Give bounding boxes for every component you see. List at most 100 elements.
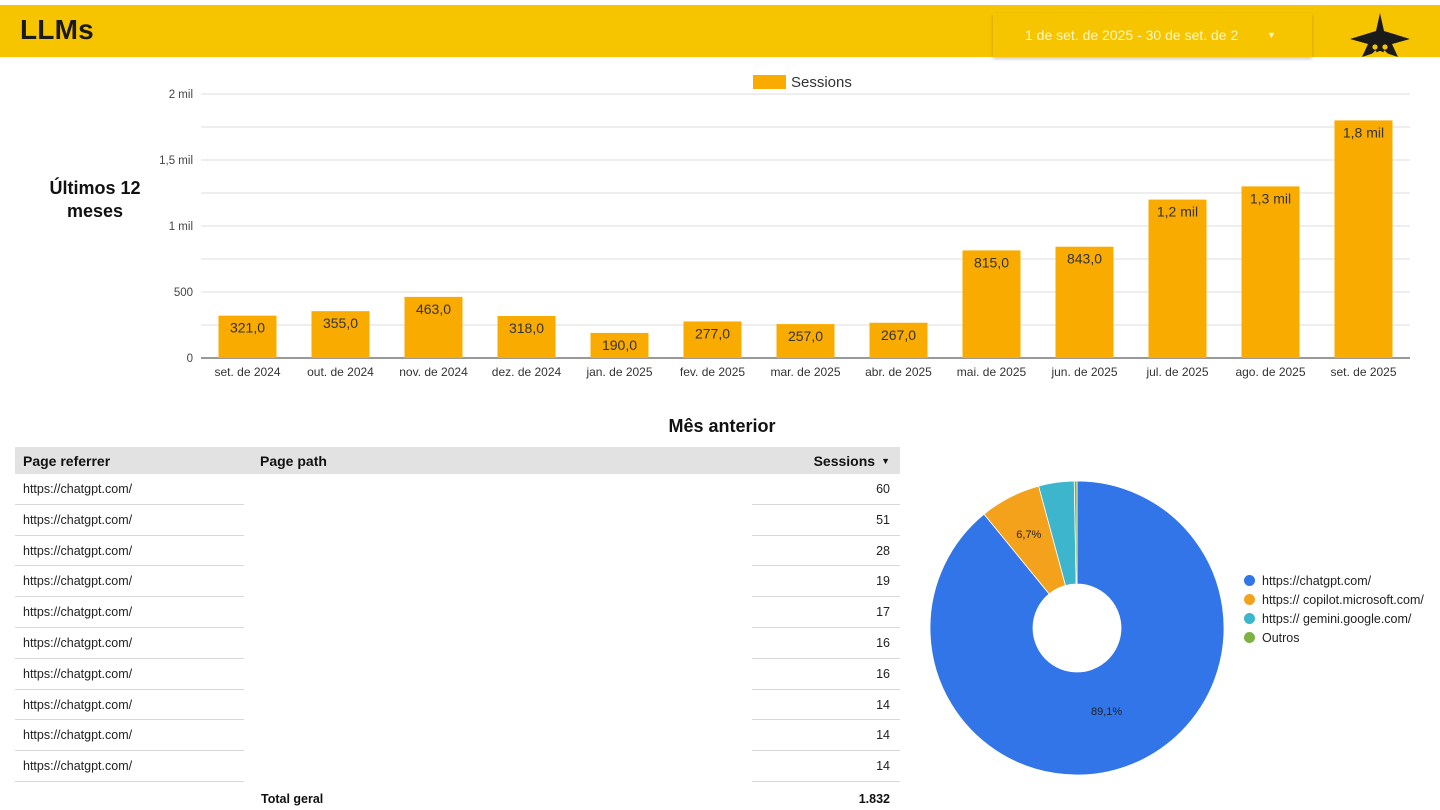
referrer-cell: https://chatgpt.com/ [23,666,133,681]
referrer-cell: https://chatgpt.com/ [23,482,133,496]
row-divider [752,750,900,752]
sessions-cell: 14 [876,728,890,743]
referrer-cell: https://chatgpt.com/ [23,759,133,774]
column-header-sessions-label: Sessions [813,453,876,469]
table-row[interactable]: https://chatgpt.com/19 [15,566,900,598]
legend-swatch [753,75,786,89]
legend-label: https:// gemini.google.com/ [1262,612,1412,626]
bar-data-label: 843,0 [1067,251,1102,267]
row-divider [752,719,900,721]
referrer-cell: https://chatgpt.com/ [23,543,133,558]
bar-data-label: 1,2 mil [1157,204,1198,220]
total-label: Total geral [261,791,324,806]
pie-slice-label: 6,7% [1016,529,1041,541]
x-tick-label: jul. de 2025 [1145,365,1208,379]
column-header-sessions[interactable]: Sessions ▼ [814,453,890,469]
row-divider [752,565,900,567]
bar-data-label: 321,0 [230,320,265,336]
table-row[interactable]: https://chatgpt.com/17 [15,597,900,628]
sessions-cell: 16 [876,666,890,681]
star-creature-logo-icon [1350,13,1410,57]
pie-slice[interactable] [929,480,1225,776]
pie-slice[interactable] [1073,480,1078,585]
table-row[interactable]: https://chatgpt.com/14 [15,690,900,721]
bar[interactable] [311,311,370,358]
bar[interactable] [404,296,463,358]
bar[interactable] [1148,199,1207,358]
legend-swatch-icon [1244,632,1255,643]
table-row[interactable]: https://chatgpt.com/16 [15,628,900,659]
legend-item[interactable]: Outros [1244,630,1434,646]
row-divider [752,503,900,505]
bar-data-label: 318,0 [509,320,544,336]
legend-label: https:// copilot.microsoft.com/ [1262,593,1424,607]
y-tick-label: 1,5 mil [159,155,193,167]
bar[interactable] [1334,120,1393,359]
row-divider [15,626,244,628]
bar[interactable] [962,250,1021,358]
referrer-cell: https://chatgpt.com/ [23,728,133,743]
bar[interactable] [869,322,928,358]
referrer-cell: https://chatgpt.com/ [23,635,133,650]
date-range-picker[interactable]: 1 de set. de 2025 - 30 de set. de 2 ▼ [993,13,1312,57]
row-divider [752,626,900,628]
legend-label: https://chatgpt.com/ [1262,574,1372,588]
date-range-label: 1 de set. de 2025 - 30 de set. de 2 [1025,27,1239,43]
row-divider [15,657,244,659]
x-tick-label: jan. de 2025 [585,365,652,379]
legend-item[interactable]: https:// copilot.microsoft.com/ [1244,592,1434,608]
referrer-cell: https://chatgpt.com/ [23,512,133,527]
bar[interactable] [683,321,742,358]
y-tick-label: 2 mil [169,89,193,101]
sessions-cell: 14 [876,697,890,712]
row-divider [752,657,900,659]
bar-data-label: 257,0 [788,328,823,344]
total-value: 1.832 [858,791,890,806]
period-title: Últimos 12 meses [49,178,141,221]
row-divider [15,750,244,752]
page-title: LLMs [20,14,94,45]
legend-swatch-icon [1244,613,1255,624]
section-title: Mês anterior [668,416,776,436]
x-tick-label: mai. de 2025 [957,365,1027,379]
bar[interactable] [590,332,649,358]
row-divider [752,534,900,536]
monthly-sessions-bar-chart: 0 500 1 mil 1,5 mil 2 mil Sessions 321,0 set. d… [159,74,1410,379]
table-row[interactable]: https://chatgpt.com/14 [15,751,900,782]
column-header-path[interactable]: Page path [260,453,327,469]
legend-item[interactable]: https:// gemini.google.com/ [1244,611,1434,627]
x-tick-label: jun. de 2025 [1050,365,1117,379]
bar[interactable] [497,316,556,358]
sessions-cell: 17 [876,605,890,620]
row-divider [15,565,244,567]
referrer-table: Page referrer Page path Sessions ▼ https… [15,447,900,810]
legend-item[interactable]: https://chatgpt.com/ [1244,573,1434,589]
table-row[interactable]: https://chatgpt.com/28 [15,536,900,567]
bar-data-label: 267,0 [881,327,916,343]
row-divider [15,780,244,782]
bar[interactable] [1241,186,1300,358]
donut-legend: https://chatgpt.com/https:// copilot.mic… [1244,573,1434,649]
sessions-cell: 51 [876,512,890,527]
sort-descending-icon[interactable]: ▼ [881,456,890,466]
column-header-referrer[interactable]: Page referrer [23,453,111,469]
bar-data-label: 190,0 [602,337,637,353]
table-row[interactable]: https://chatgpt.com/51 [15,505,900,536]
row-divider [752,596,900,598]
bar[interactable] [776,324,835,358]
bar-data-label: 1,8 mil [1343,124,1384,140]
table-row[interactable]: https://chatgpt.com/60 [15,474,900,505]
x-tick-label: out. de 2024 [307,365,374,379]
referrer-donut-chart: 89,1% 6,7% [929,480,1225,776]
bar[interactable] [1055,246,1114,358]
legend-label: Outros [1262,631,1300,645]
table-row[interactable]: https://chatgpt.com/16 [15,659,900,690]
sessions-cell: 60 [876,482,890,496]
table-row[interactable]: https://chatgpt.com/14 [15,720,900,752]
x-tick-label: abr. de 2025 [865,365,932,379]
table-body: https://chatgpt.com/60 https://chatgpt.co… [15,474,900,782]
row-divider [15,719,244,721]
table-header: Page referrer Page path Sessions ▼ [15,447,900,474]
bar[interactable] [218,315,277,358]
y-tick-label: 1 mil [169,221,193,233]
